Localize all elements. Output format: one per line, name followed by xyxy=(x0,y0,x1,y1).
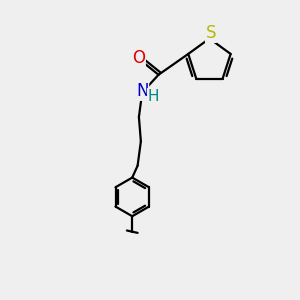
Text: S: S xyxy=(206,24,216,42)
Text: N: N xyxy=(136,82,148,100)
Text: H: H xyxy=(148,89,159,104)
Text: O: O xyxy=(132,50,145,68)
